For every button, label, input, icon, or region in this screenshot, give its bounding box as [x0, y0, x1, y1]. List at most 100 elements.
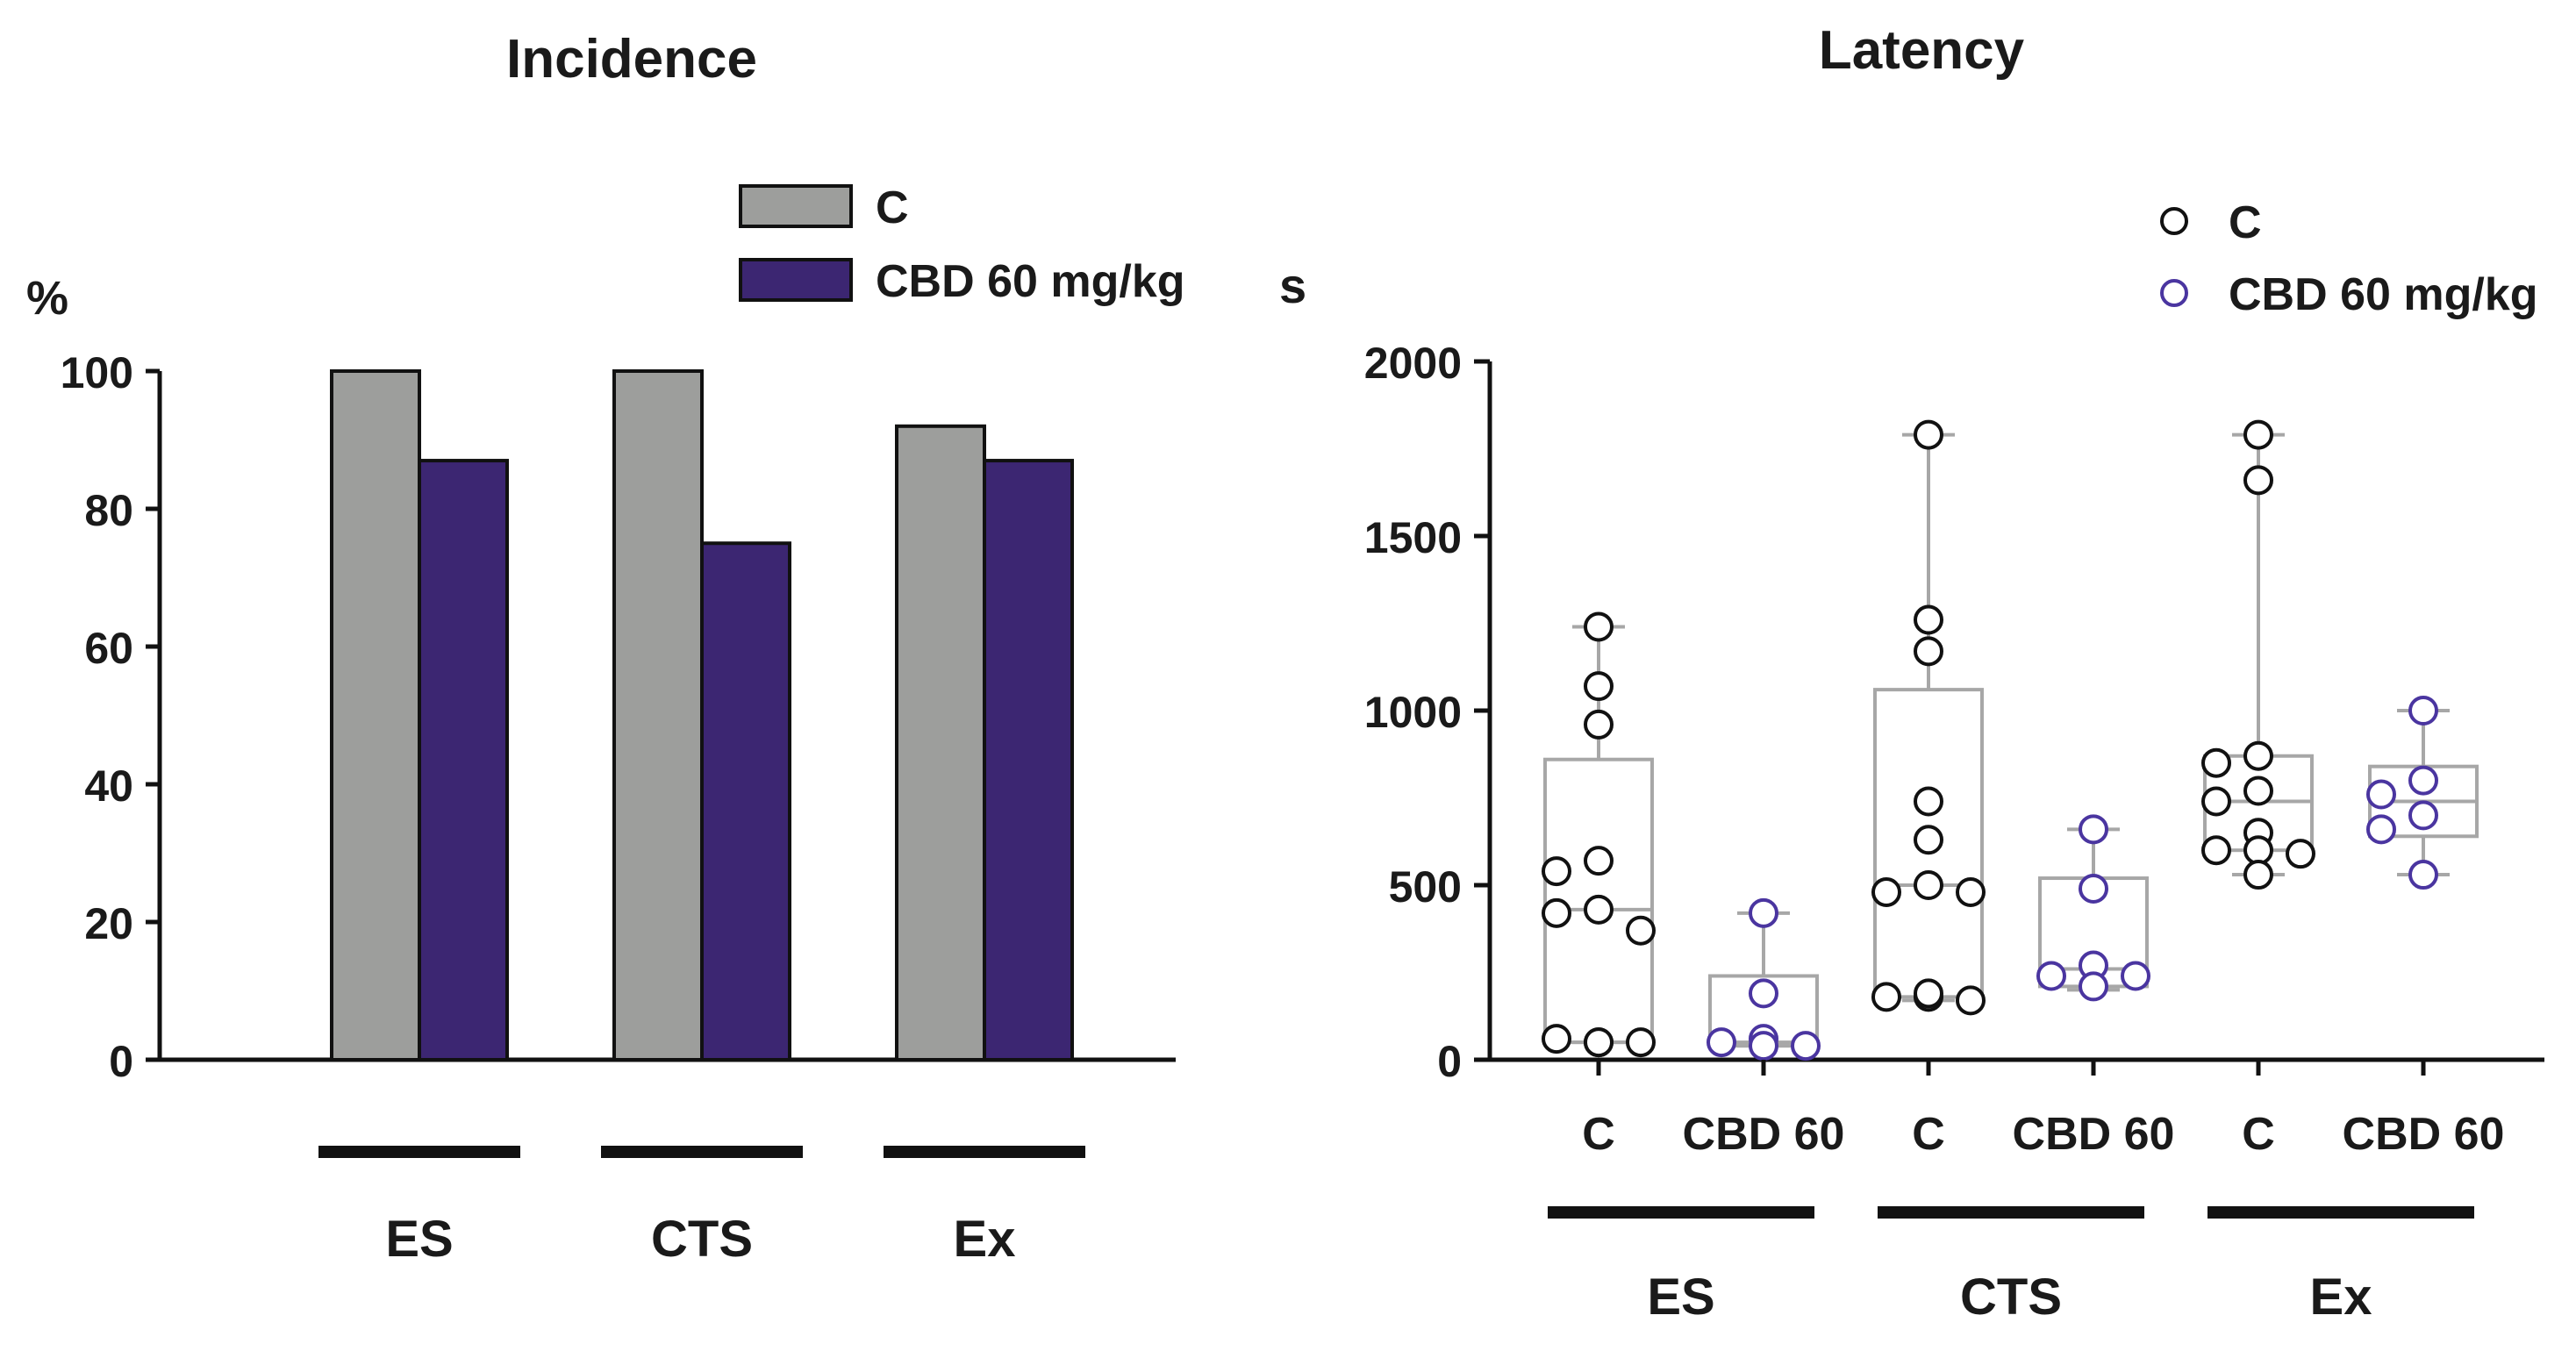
legend-marker-c: [2160, 207, 2188, 235]
data-point: [2366, 814, 2396, 845]
data-point: [1956, 985, 1986, 1016]
data-point: [2243, 465, 2273, 496]
legend-label: CBD 60 mg/kg: [2229, 269, 2538, 320]
data-point: [2366, 779, 2396, 810]
data-point: [1914, 636, 1943, 667]
data-point: [2408, 860, 2438, 890]
incidence-bar-cts-cbd: [700, 541, 791, 1062]
data-point: [2121, 961, 2150, 991]
latency-box-es-c: [1542, 611, 1656, 1058]
data-point: [1584, 611, 1614, 642]
data-point: [1626, 915, 1656, 946]
incidence-bar-es-cbd: [418, 459, 509, 1062]
data-point: [2201, 835, 2231, 866]
data-point: [1871, 876, 1901, 907]
data-point: [1749, 978, 1778, 1009]
incidence-y-tick-label: 80: [84, 486, 133, 535]
latency-legend: C CBD 60 mg/kg: [2160, 197, 2538, 320]
incidence-group-label: Ex: [954, 1211, 1016, 1268]
latency-y-tick-label: 2000: [1364, 339, 1462, 388]
latency-box-ex-c: [2201, 419, 2315, 890]
latency-x-tick-label: CBD 60: [2013, 1109, 2175, 1160]
incidence-y-label: %: [26, 272, 68, 325]
latency-title: Latency: [1819, 20, 2025, 81]
data-point: [1749, 897, 1778, 928]
data-point: [1871, 982, 1901, 1012]
latency-box-es-cbd60: [1707, 897, 1821, 1062]
data-point: [1626, 1027, 1656, 1058]
incidence-y-tick-label: 40: [84, 761, 133, 811]
data-point: [1914, 786, 1943, 817]
data-point: [1584, 1027, 1614, 1058]
data-point: [2079, 873, 2108, 904]
incidence-bar-cts-c: [612, 369, 704, 1062]
incidence-y-tick-label: 20: [84, 899, 133, 948]
data-point: [1914, 604, 1943, 635]
incidence-bar-ex-c: [895, 424, 986, 1062]
latency-boxes: [1542, 419, 2479, 1062]
data-point: [2243, 776, 2273, 806]
latency-x-tick-label: C: [1912, 1109, 1945, 1160]
incidence-panel: Incidence % C CBD 60 mg/kg 0 20 40 60 80 100 E…: [26, 29, 1185, 1268]
data-point: [1584, 894, 1614, 925]
data-point: [1956, 876, 1986, 907]
data-point: [1542, 856, 1571, 887]
latency-group-label: ES: [1647, 1269, 1714, 1326]
latency-group-label: Ex: [2310, 1269, 2372, 1326]
latency-group-bracket: [1878, 1206, 2144, 1219]
data-point: [2079, 971, 2108, 1002]
incidence-y-tick-label: 100: [61, 348, 133, 397]
data-point: [2201, 786, 2231, 817]
data-point: [1584, 846, 1614, 876]
data-point: [1584, 709, 1614, 740]
incidence-y-tick-label: 60: [84, 624, 133, 673]
incidence-group-bracket: [601, 1146, 803, 1158]
data-point: [1542, 1024, 1571, 1054]
data-point: [1914, 825, 1943, 855]
data-point: [2201, 747, 2231, 778]
data-point: [2408, 800, 2438, 831]
incidence-y-tick-label: 0: [109, 1037, 133, 1086]
legend-marker-cbd: [2160, 279, 2188, 307]
latency-x-tick-label: CBD 60: [1683, 1109, 1845, 1160]
data-point: [1914, 870, 1943, 900]
incidence-group-label: CTS: [651, 1211, 753, 1268]
data-point: [2408, 765, 2438, 796]
incidence-group-bracket: [884, 1146, 1085, 1158]
latency-y-label: s: [1279, 258, 1306, 313]
latency-box-cts-cbd60: [2036, 814, 2150, 1002]
incidence-bars: [330, 369, 1074, 1062]
latency-box-cts-c: [1871, 419, 1986, 1016]
latency-y-tick-label: 1500: [1364, 513, 1462, 562]
data-point: [2079, 814, 2108, 845]
incidence-group-bracket: [318, 1146, 520, 1158]
latency-x-tick-label: CBD 60: [2343, 1109, 2505, 1160]
latency-y-ticks: 0 500 1000 1500 2000: [1364, 339, 1490, 1086]
data-point: [1749, 1031, 1778, 1062]
data-point: [2243, 860, 2273, 890]
incidence-y-ticks: 0 20 40 60 80 100: [61, 348, 160, 1086]
incidence-group-label: ES: [385, 1211, 453, 1268]
incidence-bar-es-c: [330, 369, 421, 1062]
legend-swatch-c: [739, 184, 853, 228]
legend-swatch-cbd: [739, 258, 853, 302]
incidence-legend: C CBD 60 mg/kg: [739, 182, 1185, 307]
latency-panel: Latency s C CBD 60 mg/kg 0 500 1000 1500 2000…: [1279, 20, 2544, 1326]
legend-label: C: [2229, 197, 2262, 248]
data-point: [1791, 1031, 1821, 1062]
latency-x-labels: C CBD 60 C CBD 60 C CBD 60: [1582, 1060, 2504, 1160]
incidence-title: Incidence: [506, 29, 757, 89]
data-point: [1914, 978, 1943, 1009]
data-point: [1584, 671, 1614, 702]
latency-y-tick-label: 500: [1389, 862, 1462, 911]
data-point: [2243, 835, 2273, 866]
latency-group-label: CTS: [1960, 1269, 2062, 1326]
data-point: [2408, 696, 2438, 726]
latency-box-ex-cbd60: [2366, 696, 2479, 890]
incidence-group-labels: ES CTS Ex: [318, 1146, 1085, 1268]
data-point: [2243, 419, 2273, 450]
data-point: [1707, 1027, 1736, 1058]
data-point: [2286, 839, 2315, 869]
legend-label: CBD 60 mg/kg: [876, 256, 1185, 307]
latency-x-tick-label: C: [2242, 1109, 2275, 1160]
